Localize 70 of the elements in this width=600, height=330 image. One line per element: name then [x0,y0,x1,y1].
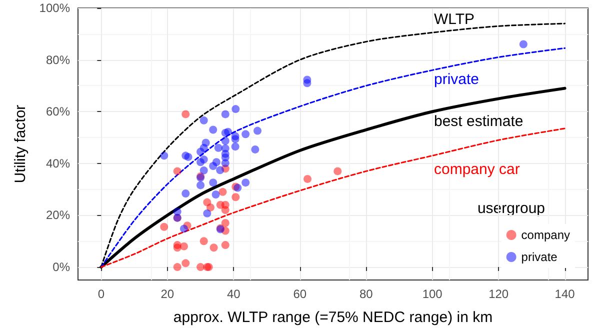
x-tick-label: 20 [160,287,174,301]
point [196,181,205,190]
point [182,189,190,198]
point [173,244,182,252]
x-tick-label: 140 [554,287,576,301]
point [231,142,240,151]
point [180,224,188,233]
point [221,241,230,250]
point [212,190,220,199]
point [209,126,218,134]
point [214,144,222,152]
point [173,263,182,272]
point [221,136,230,145]
point [200,237,208,246]
point [304,174,312,183]
point [182,110,190,118]
point [173,167,182,176]
point [221,110,230,118]
y-tick-label: 60% [46,104,70,119]
point [216,166,224,174]
point [196,263,205,272]
point [334,167,342,176]
y-tick-label: 40% [46,156,70,170]
point [251,145,260,154]
point [206,203,214,212]
point [182,259,190,268]
point [221,206,230,214]
legend-title: usergroup [477,200,546,217]
point [231,135,240,144]
legend-label: company [521,228,570,242]
point [200,166,208,174]
point [196,148,205,156]
point [218,188,227,196]
point [200,116,208,124]
point [242,178,250,187]
point [203,209,212,218]
point [303,79,312,88]
legend-label: private [521,250,558,264]
point [221,159,230,168]
point [200,156,208,164]
point [519,40,528,48]
point [242,130,250,138]
y-tick-label: 100% [39,1,70,15]
point [184,152,192,161]
y-tick-label: 0% [52,260,70,274]
annotation: company car [434,161,520,178]
x-tick-label: 80 [359,287,374,301]
point [232,193,240,202]
x-tick-label: 60 [293,287,307,301]
point [221,219,230,228]
x-tick-label: 40 [226,287,241,301]
point [160,222,168,231]
x-tick-label: 120 [488,287,509,301]
y-tick-label: 20% [46,208,70,222]
x-tick-label: 0 [98,287,105,301]
annotation: WLTP [434,11,475,28]
point [224,128,232,136]
point [160,152,168,160]
y-tick-label: 80% [46,52,70,67]
annotation: best estimate [434,113,524,130]
annotation: private [434,71,480,88]
point [209,178,218,187]
point [212,158,220,166]
point [210,244,218,252]
y-axis-title: Utility factor [12,104,29,184]
point [254,126,262,135]
x-axis-title: approx. WLTP range (=75% NEDC range) in km [173,309,493,326]
x-tick-label: 100 [422,287,443,301]
point [232,105,240,114]
point [180,242,188,250]
